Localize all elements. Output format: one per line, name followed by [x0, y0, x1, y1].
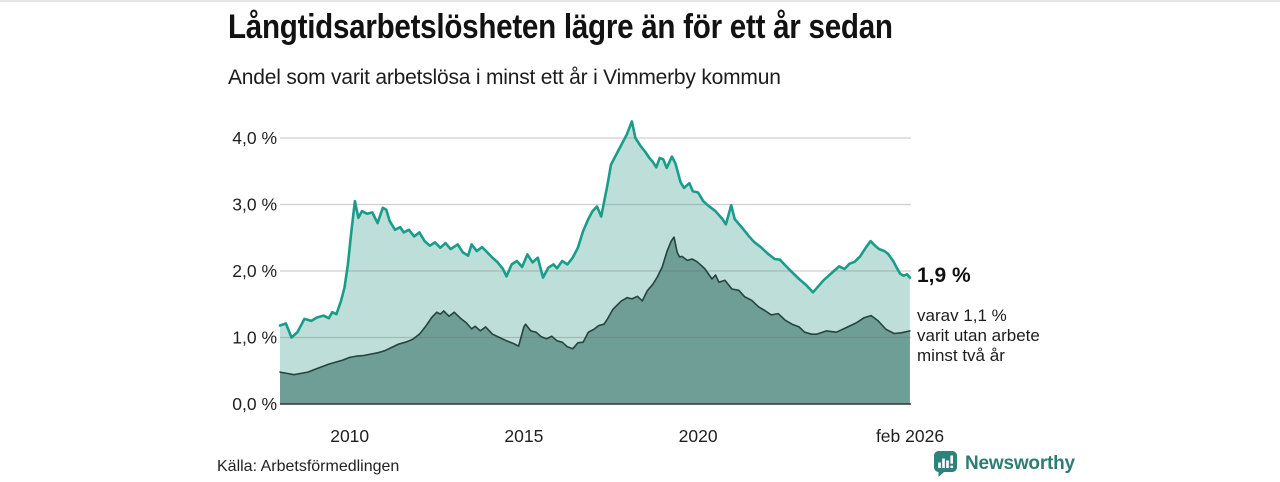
x-tick-label-2010: 2010 — [330, 426, 369, 446]
source-credit: Källa: Arbetsförmedlingen — [217, 458, 400, 475]
y-tick-label-2,0 %: 2,0 % — [232, 261, 277, 281]
y-tick-label-1,0 %: 1,0 % — [232, 328, 277, 348]
arbetslosa-minst-tva-ar-line — [279, 236, 911, 376]
secondary-value-label: varav 1,1 % varit utan arbete minst två … — [917, 306, 1040, 365]
arbetslosa-minst-tva-ar-area — [280, 237, 910, 404]
latest-value-label: 1,9 % — [917, 264, 971, 287]
arbetslosa-minst-ett-ar-line — [278, 120, 912, 339]
page-title: Långtidsarbetslösheten lägre än för ett … — [228, 8, 893, 46]
x-tick-label-2015: 2015 — [504, 426, 543, 446]
newsworthy-brand-text: Newsworthy — [965, 453, 1075, 474]
x-tick-label-feb 2026: feb 2026 — [876, 426, 944, 446]
x-tick-label-2020: 2020 — [679, 426, 718, 446]
y-tick-label-3,0 %: 3,0 % — [232, 195, 277, 215]
newsworthy-logo-icon — [933, 450, 958, 478]
newsworthy-brand-link[interactable]: Newsworthy — [933, 450, 1075, 478]
y-tick-label-0,0 %: 0,0 % — [232, 394, 277, 414]
page-subtitle: Andel som varit arbetslösa i minst ett å… — [228, 66, 781, 89]
y-tick-label-4,0 %: 4,0 % — [232, 128, 277, 148]
